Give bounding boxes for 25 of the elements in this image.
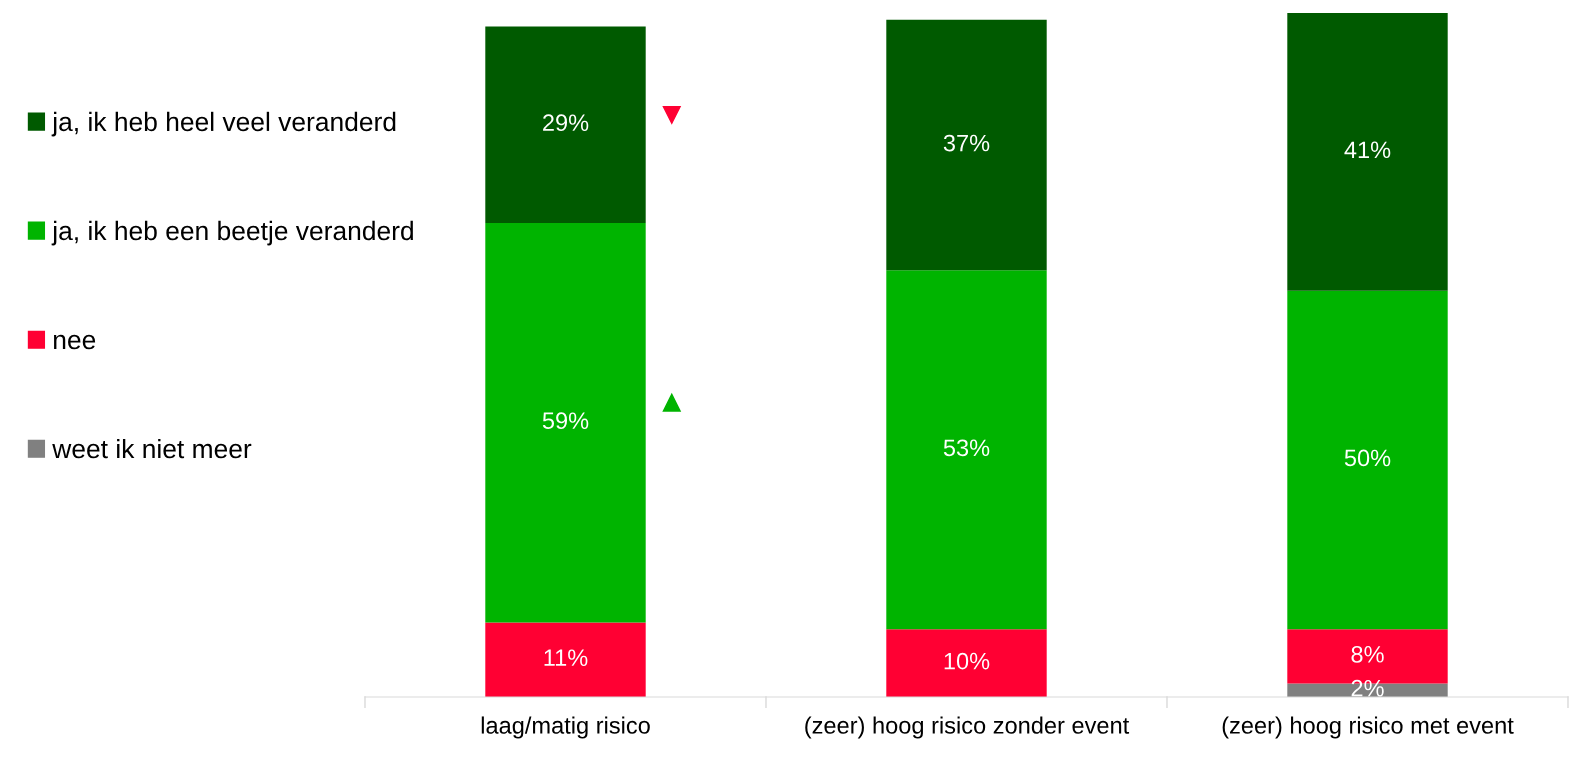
x-tick-label: (zeer) hoog risico met event [1222, 716, 1514, 739]
bar [886, 629, 1047, 697]
legend-label: weet ik niet meer [52, 438, 252, 459]
data-label: 2% [1351, 679, 1384, 697]
bar [886, 270, 1047, 630]
data-label: 41% [1344, 141, 1391, 159]
data-label: 8% [1351, 645, 1384, 663]
bar [1287, 290, 1448, 630]
data-label: 50% [1344, 449, 1391, 467]
data-label: 59% [542, 412, 589, 430]
bar [485, 222, 646, 623]
data-label: 11% [544, 649, 588, 666]
bar [485, 622, 646, 697]
x-tick-label: (zeer) hoog risico zonder event [805, 716, 1130, 739]
data-label: 10% [944, 652, 990, 670]
legend-label: nee [54, 334, 96, 350]
data-label: 37% [943, 134, 990, 152]
x-tick-label: laag/matig risico [481, 716, 650, 739]
bar [1287, 13, 1448, 291]
legend-label: ja, ik heb een beetje veranderd [51, 220, 413, 246]
bar [886, 19, 1047, 271]
legend-label: ja, ik heb heel veel veranderd [51, 111, 396, 137]
data-label: 29% [543, 114, 589, 132]
bar [485, 26, 646, 223]
data-label: 53% [943, 439, 990, 457]
